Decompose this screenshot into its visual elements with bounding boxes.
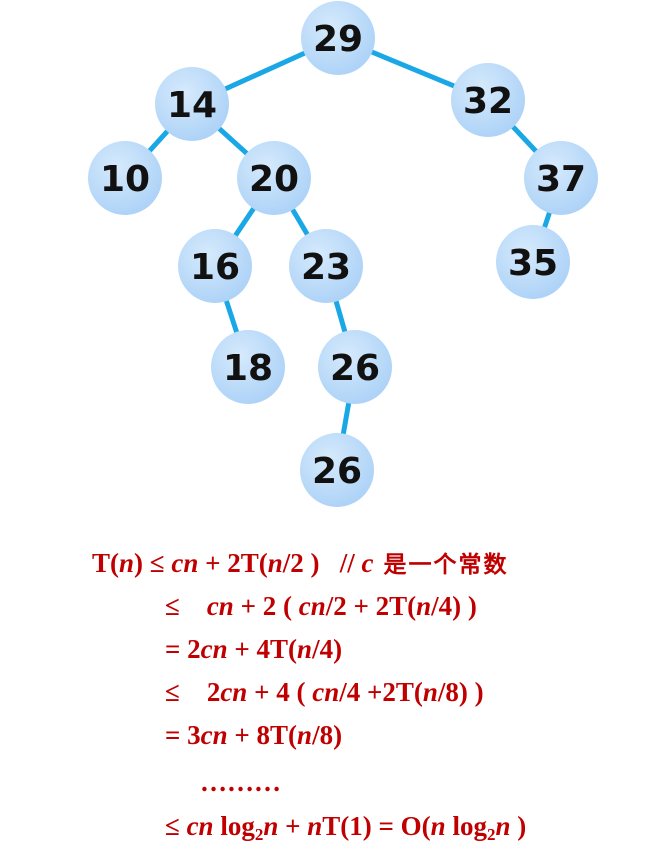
derivation-line-5: = 3cn + 8T(n/8) bbox=[165, 720, 343, 750]
tree-node-label: 35 bbox=[508, 243, 558, 284]
tree-node-label: 26 bbox=[312, 451, 362, 492]
tree-node-circle bbox=[289, 229, 363, 303]
tree-node-n37: 37 bbox=[524, 141, 598, 215]
tree-node-label: 26 bbox=[330, 348, 380, 389]
tree-node-circle bbox=[318, 330, 392, 404]
tree-node-label: 16 bbox=[190, 247, 240, 288]
tree-node-n23: 23 bbox=[289, 229, 363, 303]
tree-node-circle bbox=[155, 67, 229, 141]
tree-node-n29: 29 bbox=[301, 1, 375, 75]
tree-node-circle bbox=[301, 1, 375, 75]
tree-node-circle bbox=[496, 225, 570, 299]
tree-node-circle bbox=[88, 141, 162, 215]
derivation-line-ellipsis: ……… bbox=[200, 767, 281, 797]
tree-node-label: 29 bbox=[313, 19, 363, 60]
tree-node-label: 10 bbox=[100, 159, 150, 200]
tree-node-n14: 14 bbox=[155, 67, 229, 141]
derivation-line-final: ≤ cn log2n + nT(1) = O(n log2n ) bbox=[165, 811, 527, 844]
tree-node-label: 18 bbox=[223, 348, 273, 389]
tree-node-label: 20 bbox=[249, 159, 299, 200]
binary-search-tree: 29 14 32 10 20 37 16 23 35 18 26 26 bbox=[88, 1, 598, 507]
tree-node-label: 37 bbox=[536, 159, 586, 200]
recurrence-derivation: T(n) ≤ cn + 2T(n/2 ) // c 是一个常数 ≤ cn + 2… bbox=[0, 530, 666, 864]
tree-node-label: 14 bbox=[167, 85, 217, 126]
tree-node-circle bbox=[237, 141, 311, 215]
tree-node-n10: 10 bbox=[88, 141, 162, 215]
tree-node-circle bbox=[300, 433, 374, 507]
tree-node-n32: 32 bbox=[451, 63, 525, 137]
derivation-line-3: = 2cn + 4T(n/4) bbox=[165, 634, 343, 664]
tree-node-n18: 18 bbox=[211, 330, 285, 404]
tree-node-circle bbox=[451, 63, 525, 137]
tree-node-n26b: 26 bbox=[300, 433, 374, 507]
tree-node-circle bbox=[211, 330, 285, 404]
derivation-line-2: ≤ cn + 2 ( cn/2 + 2T(n/4) ) bbox=[165, 591, 477, 621]
tree-node-n20: 20 bbox=[237, 141, 311, 215]
comment-text: 是一个常数 bbox=[373, 552, 509, 578]
tree-node-n16: 16 bbox=[178, 229, 252, 303]
derivation-line-1: T(n) ≤ cn + 2T(n/2 ) // c 是一个常数 bbox=[92, 548, 509, 578]
tree-node-n26a: 26 bbox=[318, 330, 392, 404]
tree-node-circle bbox=[524, 141, 598, 215]
tree-node-label: 23 bbox=[301, 247, 351, 288]
tree-node-label: 32 bbox=[463, 81, 513, 122]
tree-node-circle bbox=[178, 229, 252, 303]
tree-node-n35: 35 bbox=[496, 225, 570, 299]
derivation-line-4: ≤ 2cn + 4 ( cn/4 +2T(n/8) ) bbox=[165, 677, 484, 707]
tree-nodes: 29 14 32 10 20 37 16 23 35 18 26 26 bbox=[88, 1, 598, 507]
